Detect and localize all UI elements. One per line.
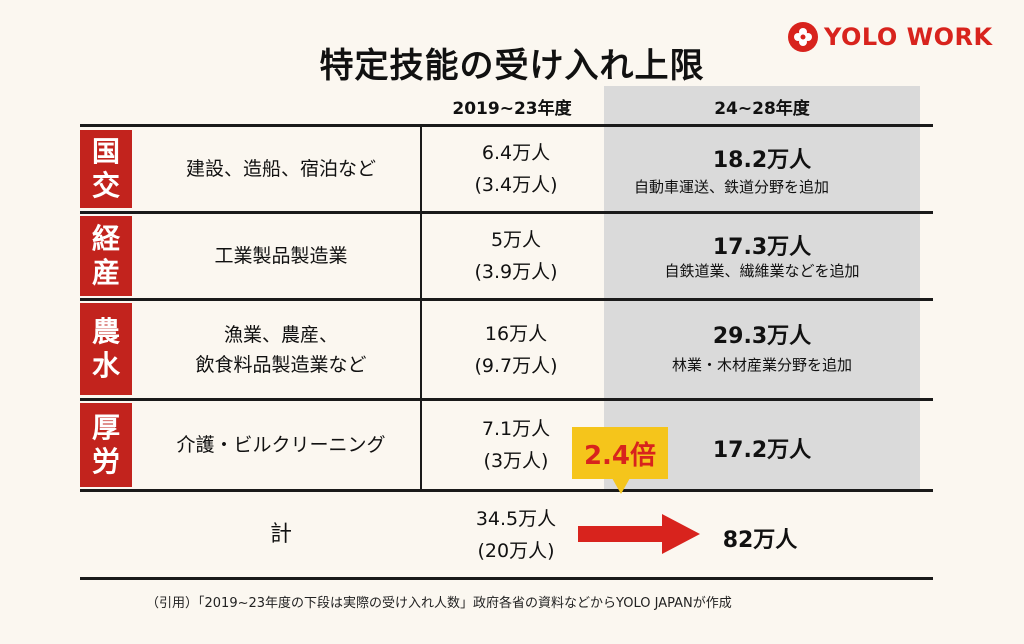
table-rule <box>80 489 933 492</box>
prev-quota-cell: 16万人 (9.7万人) <box>428 301 604 398</box>
added-fields-note: 自動車運送、鉄道分野を追加 <box>634 178 830 196</box>
total-prev-cell: 34.5万人 (20万人) <box>428 492 604 577</box>
prev-quota-cell: 5万人 (3.9万人) <box>428 214 604 298</box>
total-prev-value: 34.5万人 <box>475 507 557 530</box>
prev-actual-value: (3.4万人) <box>474 174 558 196</box>
category-label: 建設、造船、宿泊など <box>185 158 376 180</box>
total-new-value: 82万人 <box>722 528 798 553</box>
highlight-column-bg <box>604 86 920 490</box>
category-label: 介護・ビルクリーニング <box>176 434 386 456</box>
prev-actual-value: (3万人) <box>483 450 549 472</box>
table-rule <box>80 211 933 214</box>
new-quota-value: 17.3万人 <box>712 235 812 260</box>
total-label: 計 <box>269 521 292 547</box>
table-rule <box>80 298 933 301</box>
source-footnote: （引用）「2019~23年度の下段は実際の受け入れ人数」政府各省の資料などからY… <box>146 596 732 611</box>
prev-quota-value: 16万人 <box>484 322 548 345</box>
ministry-badge-maff: 農水 <box>80 303 132 395</box>
prev-quota-cell: 7.1万人 (3万人) <box>428 401 604 489</box>
added-fields-note: 林業・木材産業分野を追加 <box>671 356 852 374</box>
new-quota-value: 18.2万人 <box>712 148 812 173</box>
ministry-badge-mlit: 国交 <box>80 130 132 208</box>
ministry-badge-meti: 経産 <box>80 216 132 296</box>
growth-multiplier-badge: 2.4倍 <box>572 427 668 479</box>
prev-actual-value: (3.9万人) <box>474 261 558 283</box>
category-label: 漁業、農産、 飲食料品製造業など <box>195 323 367 376</box>
increase-arrow-icon <box>578 514 700 554</box>
prev-actual-value: (9.7万人) <box>474 354 558 377</box>
column-divider <box>420 126 422 490</box>
table-rule <box>80 398 933 401</box>
new-quota-value: 17.2万人 <box>712 438 812 463</box>
table-rule-bottom <box>80 577 933 580</box>
table-rule-top <box>80 124 933 127</box>
prev-quota-value: 5万人 <box>490 229 542 251</box>
column-header-24-28: 24~28年度 <box>714 99 810 119</box>
badge-pointer <box>612 478 630 494</box>
column-header-2019-23: 2019~23年度 <box>452 99 572 119</box>
prev-quota-value: 6.4万人 <box>481 142 551 164</box>
added-fields-note: 自鉄道業、繊維業などを追加 <box>664 262 860 280</box>
brand-logo[interactable]: YOLO WORK <box>788 20 993 54</box>
category-label: 工業製品製造業 <box>214 245 348 267</box>
logo-text: YOLO WORK <box>824 23 993 51</box>
prev-quota-cell: 6.4万人 (3.4万人) <box>428 127 604 211</box>
new-quota-value: 29.3万人 <box>712 324 812 349</box>
page-title: 特定技能の受け入れ上限 <box>319 46 705 86</box>
ministry-badge-mhlw: 厚労 <box>80 403 132 487</box>
prev-quota-value: 7.1万人 <box>481 418 551 440</box>
total-prev-actual: (20万人) <box>477 539 555 562</box>
yolo-flower-icon <box>788 22 818 52</box>
